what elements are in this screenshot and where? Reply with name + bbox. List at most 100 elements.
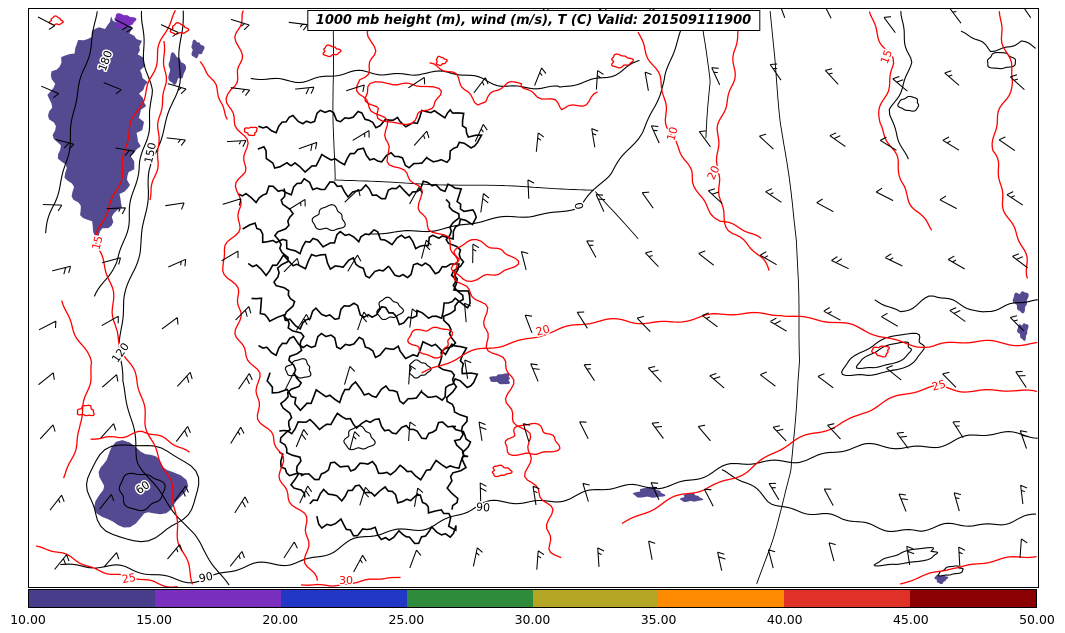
temperature-contour <box>900 555 1037 585</box>
height-contour <box>874 295 1038 313</box>
wind-speed-colorbar <box>28 589 1037 608</box>
height-contour-closed <box>343 425 376 451</box>
colorbar-segment <box>784 590 911 607</box>
height-contour <box>247 253 471 331</box>
height-contour-label: 90 <box>476 500 491 514</box>
height-contour <box>960 30 1036 53</box>
temperature-contour <box>300 576 401 587</box>
colorbar-segment <box>406 590 533 607</box>
temperature-contour-label: 30 <box>339 574 353 587</box>
temperature-contour-label: 15 <box>878 48 895 66</box>
map-area: 180 150 120 90 60 90 0 15 25 30 20 10 20 25 15 1000 mb… <box>28 8 1039 588</box>
height-contour-closed <box>855 341 912 370</box>
temperature-contour-closed <box>504 422 561 457</box>
boundary-line <box>756 11 800 585</box>
wind-fill-region <box>168 52 187 85</box>
wind-fill-region-15-20 <box>114 13 137 30</box>
height-contour <box>721 469 1037 532</box>
height-contour-closed <box>873 546 939 567</box>
colorbar-tick-label: 25.00 <box>388 612 425 627</box>
boundary-line <box>699 11 711 139</box>
height-contour <box>250 59 640 90</box>
temperature-contour-closed <box>48 15 64 26</box>
temperature-contour-closed <box>243 126 258 137</box>
height-contour-closed <box>118 472 166 512</box>
chart-title: 1000 mb height (m), wind (m/s), T (C) Va… <box>306 10 761 31</box>
temperature-contour-closed <box>450 238 520 283</box>
temperature-contour <box>94 10 194 585</box>
height-contour <box>258 332 479 412</box>
wind-speed-fill <box>47 13 1029 585</box>
wind-fill-region <box>94 440 189 528</box>
height-contour-label: 0 <box>571 201 585 210</box>
temperature-contour-closed <box>169 22 190 35</box>
height-contour <box>60 431 1038 584</box>
wind-fill-region <box>934 575 949 585</box>
height-contour <box>45 11 98 234</box>
temperature-contour-label: 20 <box>534 322 551 338</box>
wind-fill-region <box>679 492 704 502</box>
colorbar-segment <box>29 590 155 607</box>
temperature-contour-label: 15 <box>89 234 105 251</box>
temperature-contour <box>355 9 562 559</box>
temperature-contour <box>90 430 190 453</box>
height-contour <box>93 10 153 297</box>
temperature-contour-closed <box>406 326 454 359</box>
temperature-contour-closed <box>491 464 513 478</box>
height-contour-closed <box>85 444 200 543</box>
colorbar-tick-label: 20.00 <box>262 612 299 627</box>
wind-fill-region <box>191 39 205 59</box>
temperature-contour-closed <box>610 53 635 69</box>
height-contour <box>370 12 689 235</box>
boundary-line <box>594 191 639 240</box>
temperature-contour-closed <box>871 345 891 358</box>
wind-barbs <box>37 9 1032 573</box>
height-contour <box>237 177 478 255</box>
colorbar-segment <box>280 590 407 607</box>
colorbar-tick-label: 15.00 <box>136 612 173 627</box>
colorbar-segment <box>532 590 659 607</box>
height-contour-closed <box>937 565 964 577</box>
temperature-contour-label: 10 <box>664 125 680 142</box>
colorbar-segment <box>658 590 785 607</box>
temperature-contour <box>429 62 598 111</box>
height-contour-closed <box>376 296 405 321</box>
height-contour <box>309 484 457 545</box>
colorbar-tick-label: 30.00 <box>514 612 551 627</box>
temperature-contour <box>199 61 228 120</box>
colorbar-tick-label: 35.00 <box>640 612 677 627</box>
height-contour <box>257 108 483 174</box>
height-contour-closed <box>897 95 920 112</box>
height-contour <box>273 188 306 498</box>
temperature-contours <box>35 9 1038 587</box>
boundary-line <box>333 179 594 191</box>
temperature-contour <box>222 10 319 581</box>
temperature-contour-closed <box>364 81 443 126</box>
temperature-contour-closed <box>322 44 342 58</box>
wind-fill-region <box>47 16 148 236</box>
temperature-contour <box>991 11 1029 279</box>
temperature-contour-closed <box>435 55 448 67</box>
height-contour-closed <box>409 359 432 379</box>
height-contour-closed <box>311 204 346 232</box>
temperature-contour <box>149 40 168 201</box>
colorbar-segment <box>154 590 281 607</box>
temperature-contour <box>715 30 770 271</box>
temperature-contour-label: 25 <box>121 571 137 586</box>
height-contour-label: 150 <box>142 141 159 164</box>
temperature-contour <box>421 311 1038 374</box>
height-contour-closed <box>841 332 925 377</box>
boundary-lines <box>332 11 800 585</box>
colorbar-segment <box>910 590 1036 607</box>
height-contour-closed <box>284 358 312 379</box>
colorbar-tick-row: 10.00 15.00 20.00 25.00 30.00 35.00 40.00 45.00… <box>10 612 1055 630</box>
height-contour <box>118 10 230 586</box>
temperature-contour <box>868 11 933 231</box>
temperature-contour-label: 25 <box>930 377 947 393</box>
chart-title-text: 1000 mb height (m), wind (m/s), T (C) Va… <box>315 13 752 28</box>
wind-fill-region <box>632 486 666 498</box>
boundary-line <box>332 11 336 180</box>
wind-fill-region <box>489 373 510 385</box>
